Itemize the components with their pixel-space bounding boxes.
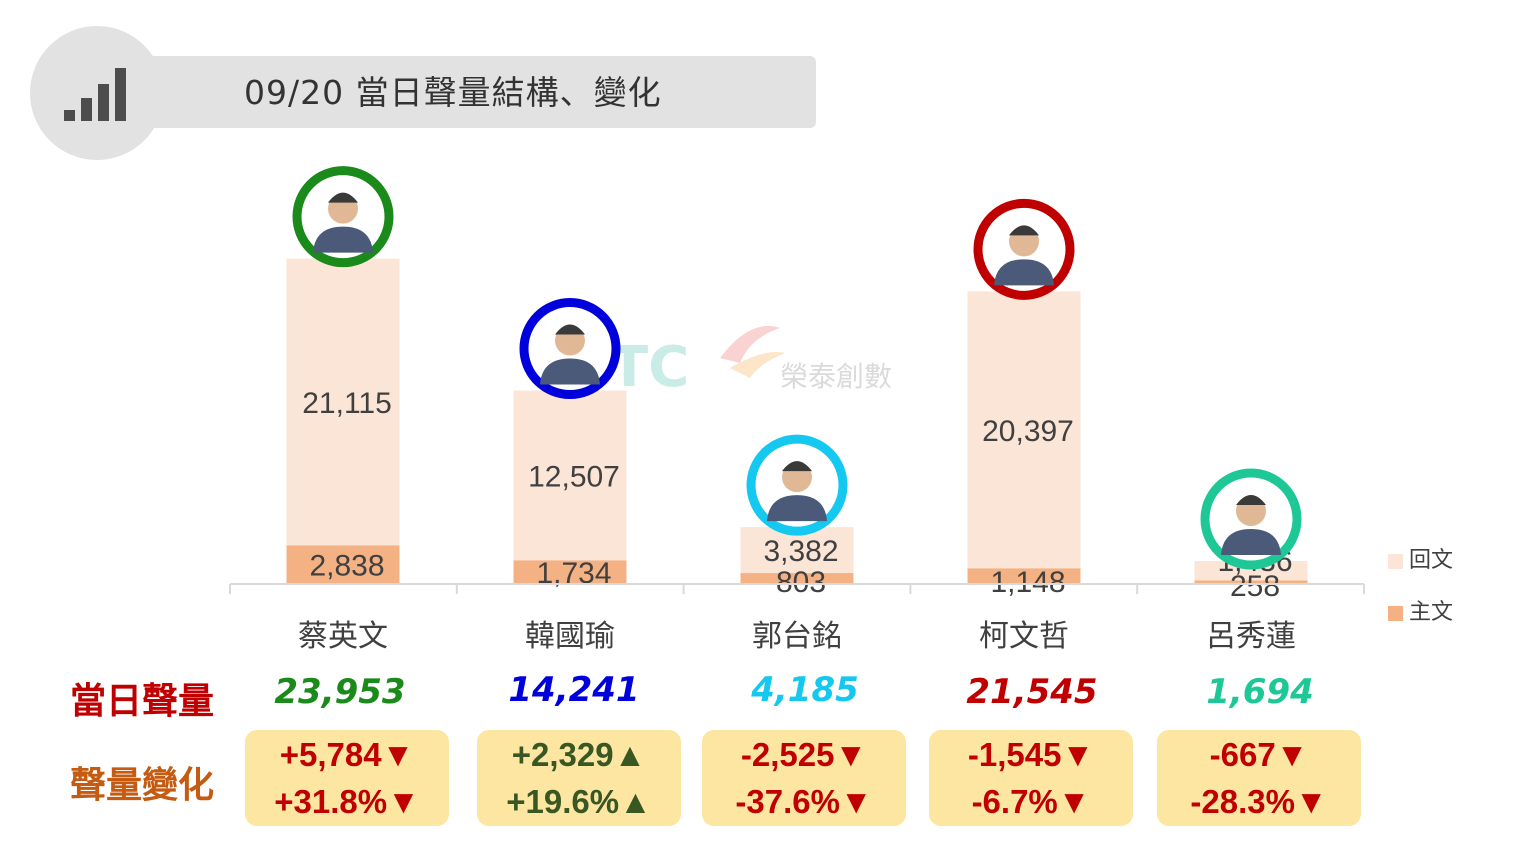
legend-reply-swatch [1388,553,1403,569]
total-value: 23,953 [274,672,406,712]
avatar-body [1221,528,1281,555]
category-label: 呂秀蓮 [1206,619,1296,654]
category-label: 柯文哲 [979,619,1069,654]
total-value: 1,694 [1206,672,1314,712]
category-label: 郭台銘 [752,619,842,654]
legend-post-swatch [1388,605,1403,621]
avatar-body [313,226,373,253]
change-abs: -667▼ [1209,736,1309,773]
bar-reply [1194,560,1308,581]
data-label-reply: 21,115 [302,387,392,420]
data-label-post: 803 [776,566,826,599]
data-label-post: 1,734 [536,557,611,590]
legend-reply-label: 回文 [1409,548,1454,573]
change-pct: -28.3%▼ [1190,783,1328,820]
bar-post [1194,580,1308,584]
bar-reply [967,291,1081,569]
header-bar [140,56,816,128]
bar-post [513,560,627,584]
change-box: +5,784▼ +31.8%▼ [245,730,449,826]
svg-text:TC: TC [610,335,689,398]
watermark-text: 榮泰創數 [780,360,892,393]
total-row-label: 當日聲量 [70,681,215,722]
data-label-reply: 3,382 [763,535,838,568]
legend-reply: 回文 [1388,542,1453,574]
data-label-post: 1,148 [990,566,1065,599]
change-box: -1,545▼ -6.7%▼ [929,730,1133,826]
data-label-post: 258 [1230,570,1280,603]
category-label: 蔡英文 [298,619,388,654]
avatar-hair [1236,494,1266,505]
watermark-logo: TC 榮泰創數 [600,308,980,400]
bar-post [286,545,400,584]
bar-post [967,568,1081,584]
legend-post: 主文 [1388,594,1453,626]
avatar-hair [782,461,812,472]
change-pct: -37.6%▼ [735,783,873,820]
signal-bars-icon [64,68,126,121]
data-label-reply: 12,507 [528,461,620,494]
avatar-body [540,358,600,385]
avatar-body [767,495,827,522]
bar-reply [513,390,627,561]
data-label-post: 2,838 [309,550,384,583]
avatar-hair [555,324,585,335]
category-label: 韓國瑜 [525,619,615,654]
avatar-body [994,259,1054,286]
data-label-reply: 20,397 [982,415,1074,448]
avatar-hair [1009,225,1039,236]
change-abs: +5,784▼ [279,736,415,773]
change-box: -667▼ -28.3%▼ [1157,730,1361,826]
change-abs: +2,329▲ [511,736,647,773]
total-value: 21,545 [966,672,1098,712]
change-row-label: 聲量變化 [70,765,215,806]
change-abs: -1,545▼ [967,736,1095,773]
bar-reply [286,258,400,546]
change-box: +2,329▲ +19.6%▲ [477,730,681,826]
legend-post-label: 主文 [1409,600,1454,625]
change-pct: +19.6%▲ [506,783,652,820]
total-value: 14,241 [508,670,640,710]
avatar-hair [328,192,358,203]
change-abs: -2,525▼ [740,736,868,773]
change-box: -2,525▼ -37.6%▼ [702,730,906,826]
change-pct: +31.8%▼ [274,783,420,820]
bar-post [740,573,854,584]
change-pct: -6.7%▼ [971,783,1091,820]
page-title: 09/20 當日聲量結構、變化 [244,73,662,112]
total-value: 4,185 [751,670,859,710]
